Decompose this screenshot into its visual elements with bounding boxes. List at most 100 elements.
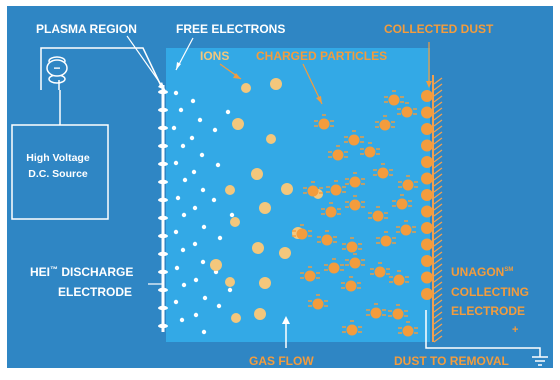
charged-particle [292,224,312,240]
electron [180,247,186,253]
collected-dust-particle [421,288,433,300]
hatch-line [433,143,443,151]
hatch-line [433,335,443,343]
charged-particle-core [364,146,376,158]
discharge-point [158,161,168,167]
charged-particle-core [332,149,344,161]
charged-particle-core [349,199,361,211]
label-unagon-line1: UNAGON [451,265,504,279]
label-dust-to-removal: DUST TO REMOVAL [394,354,509,368]
hatch-line [433,281,443,289]
electron [193,277,199,283]
charged-particle [345,195,365,211]
ion [266,134,276,144]
ion [251,168,263,180]
discharge-point [158,125,168,131]
charged-particle [368,206,388,222]
electron [216,303,222,309]
charged-particle [360,142,380,158]
charged-particle [388,304,408,320]
charged-particle [314,114,334,130]
collected-dust-particle [421,139,433,152]
label-free-electrons: FREE ELECTRONS [176,22,285,36]
hatch-line [433,317,443,325]
hatch-line [433,89,443,97]
electron [191,169,197,175]
charged-particle-core [330,184,342,196]
label-ions: IONS [200,49,229,63]
label-collected-dust: COLLECTED DUST [384,22,494,36]
charged-particle [317,230,337,246]
charged-particle [300,266,320,282]
label-hei-electrode: HEI™ DISCHARGE [30,265,133,279]
collected-dust-particle [421,271,433,284]
label-unagon-line3: ELECTRODE [451,304,525,318]
charged-particle-core [372,210,384,222]
collected-dust-particle [421,123,433,135]
hatch-line [433,275,443,283]
electron [175,195,181,201]
discharge-point [158,323,168,329]
hatch-line [433,155,443,163]
discharge-point [158,107,168,113]
electron [193,312,199,318]
electron [192,205,198,211]
hatch-line [433,257,443,265]
collected-dust-particle [421,106,433,119]
charged-particle [376,231,396,247]
charged-particle [303,181,323,197]
electron [201,224,207,230]
charged-particle-core [402,179,414,191]
hatch-line [433,299,443,307]
ion [210,259,222,271]
hv-wiring [40,47,164,91]
charged-particle-core [393,274,405,286]
discharge-point [158,89,168,95]
electron [200,259,206,265]
hatch-line [433,173,443,181]
label-unagon-sm: SM [504,267,513,273]
charged-particle-core [401,106,413,118]
charged-particle [345,172,365,188]
charged-particle-core [396,198,408,210]
electron [181,282,187,288]
charged-particle-core [345,280,357,292]
hatch-line [433,263,443,271]
electron [192,241,198,247]
charged-particle-core [388,94,400,106]
hatch-line [433,161,443,169]
charged-particle [397,102,417,118]
collected-dust-particle [421,90,433,102]
discharge-point [158,233,168,239]
charged-particle [398,175,418,191]
charged-particle [326,180,346,196]
charged-particle-core [349,176,361,188]
charged-particle [345,253,365,269]
hatch-line [433,251,443,259]
ion [230,217,240,227]
hatch-line [433,227,443,235]
hatch-line [433,131,443,139]
label-plasma-region: PLASMA REGION [36,22,137,36]
discharge-points [158,89,168,329]
charged-particle-core [307,185,319,197]
electron [212,127,218,133]
label-charged-particles: CHARGED PARTICLES [256,49,387,63]
hatch-line [433,293,443,301]
hatch-line [433,311,443,319]
label-hei-line1: HEI [30,265,50,279]
charged-particle-core [321,234,333,246]
charged-particle-core [400,224,412,236]
hatch-line [433,137,443,145]
ion [225,185,235,195]
hatch-line [433,167,443,175]
electron [178,107,184,113]
hatch-line [433,125,443,133]
hatch-line [433,239,443,247]
electron [173,160,179,166]
charged-particle-core [402,325,414,337]
collected-dust-particle [421,189,433,201]
charged-particle-core [380,235,392,247]
hatch-line [433,83,443,91]
electron [197,117,203,123]
